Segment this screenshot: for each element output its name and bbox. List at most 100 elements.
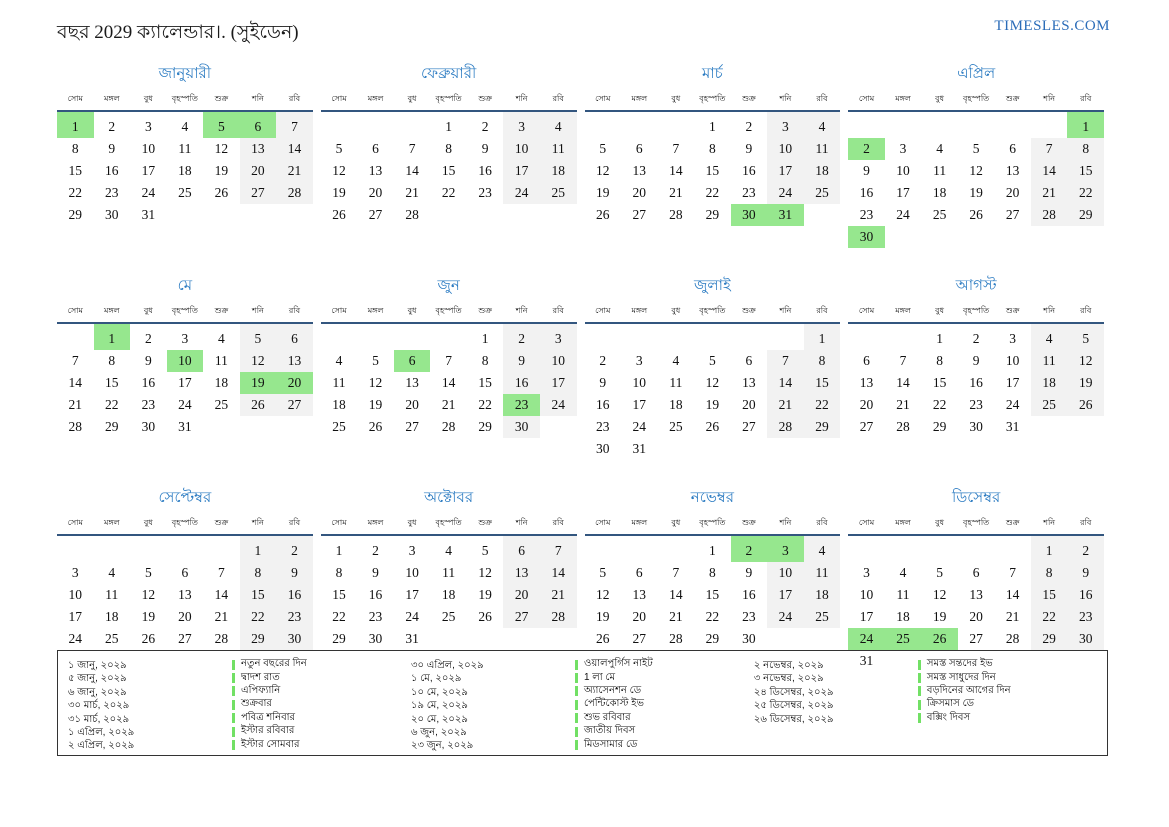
day-cell: 24	[503, 182, 540, 204]
day-cell: 13	[276, 350, 313, 372]
weekday-header: সোম	[320, 517, 358, 536]
weekday-header: মঙ্গল	[621, 517, 658, 536]
empty-cell	[921, 226, 958, 248]
site-link[interactable]: TIMESLES.COM	[994, 18, 1110, 34]
day-cell: 5	[239, 323, 277, 350]
empty-cell	[467, 204, 504, 226]
day-cell: 6	[635, 141, 643, 156]
empty-cell	[958, 111, 995, 138]
empty-cell	[621, 111, 658, 138]
empty-cell	[848, 111, 885, 138]
empty-cell	[585, 323, 622, 350]
day-cell: 29	[105, 419, 119, 434]
day-cell: 3	[635, 353, 643, 368]
weekday-header: শনি	[1030, 517, 1068, 536]
day-cell: 24	[539, 394, 577, 416]
day-cell: 22	[1067, 182, 1104, 204]
day-cell: 23	[478, 185, 492, 200]
holiday-name-row: বক্সিং দিবস	[917, 712, 1097, 725]
day-cell: 13	[368, 163, 383, 178]
day-cell: 10	[539, 350, 577, 372]
weekday-header: বুধ	[921, 305, 958, 324]
day-cell: 29	[239, 628, 277, 650]
holiday-name-row: ইস্টার সোমবার	[232, 738, 411, 751]
day-cell: 21	[1005, 609, 1020, 624]
holiday-name: অ্যাসেনশন ডে	[583, 684, 642, 696]
day-cell: 12	[141, 587, 156, 602]
day-cell: 27	[969, 631, 983, 646]
day-cell: 26	[596, 631, 610, 646]
day-cell: 24	[767, 182, 804, 204]
weekday-header: শনি	[767, 517, 804, 536]
holiday-name: ওয়ালপুর্গিস নাইট	[583, 658, 653, 670]
month-2: ফেব্রুয়ারী সোম মঙ্গল বুধ বৃহস্পতি শুক্র শনি রব…	[320, 62, 577, 248]
day-cell: 1	[936, 331, 943, 346]
month-title: জুলাই	[694, 277, 731, 294]
weekday-header: শনি	[1030, 305, 1068, 324]
holiday-date: ২ নভেম্বর, ২০২৯	[753, 660, 824, 671]
day-cell: 6	[181, 565, 189, 580]
day-cell: 15	[332, 587, 346, 602]
day-cell: 31	[767, 204, 804, 226]
weekday-header: শনি	[503, 93, 540, 112]
empty-cell	[885, 535, 922, 562]
day-cell: 13	[632, 163, 647, 178]
empty-cell	[921, 535, 958, 562]
holiday-name-row: বড়দিনের আগের দিন	[917, 685, 1097, 698]
day-cell: 28	[669, 207, 683, 222]
weekday-header: সোম	[320, 93, 358, 112]
day-cell: 15	[441, 163, 456, 178]
day-cell: 22	[932, 397, 947, 412]
day-cell: 22	[705, 185, 720, 200]
month-title: জুন	[437, 277, 460, 294]
day-cell: 5	[936, 565, 943, 580]
weekday-header: বৃহস্পতি	[694, 305, 731, 324]
day-cell: 15	[1067, 160, 1104, 182]
day-cell: 13	[632, 587, 647, 602]
weekday-header: রবি	[276, 93, 313, 112]
weekday-header: বুধ	[393, 517, 431, 536]
day-cell: 4	[539, 111, 577, 138]
months-grid: জানুয়ারী সোম মঙ্গল বুধ বৃহস্পতি শুক্র শনি রবি 1…	[57, 62, 1104, 672]
page-title: বছর 2029 ক্যালেন্ডার।. (সুইডেন)	[57, 22, 299, 43]
holiday-name: পেন্টিকোস্ট ইভ	[583, 698, 644, 710]
day-cell: 9	[108, 141, 116, 156]
day-cell: 30	[848, 226, 885, 248]
empty-cell	[994, 111, 1031, 138]
empty-cell	[804, 628, 841, 650]
weekday-header: সোম	[848, 305, 885, 324]
day-cell: 12	[596, 587, 610, 602]
holiday-marker-icon	[232, 740, 235, 751]
day-cell: 1	[1067, 111, 1104, 138]
weekday-header: সোম	[57, 93, 94, 112]
day-cell: 26	[332, 207, 346, 222]
weekday-header: বৃহস্পতি	[166, 517, 204, 536]
holiday-name: ইস্টার রবিবার	[241, 725, 295, 737]
day-cell: 9	[503, 350, 540, 372]
day-cell: 4	[108, 565, 116, 580]
day-cell: 17	[405, 587, 419, 602]
weekday-header: রবি	[539, 517, 577, 536]
legend-group-2: ৩০ এপ্রিল, ২০২৯ ওয়ালপুর্গিস নাইট ১ মে, ২০…	[411, 658, 754, 751]
day-cell: 13	[1005, 163, 1020, 178]
day-cell: 16	[478, 163, 492, 178]
month-table: সোম মঙ্গল বুধ বৃহস্পতি শুক্র শনি রবি 1 2 3 4 5 6 7 8 9 1…	[320, 305, 577, 438]
day-cell: 27	[239, 182, 277, 204]
holiday-name: মিডসামার ডে	[583, 738, 638, 750]
empty-cell	[921, 111, 958, 138]
day-cell: 1	[481, 331, 489, 346]
day-cell: 6	[372, 141, 379, 156]
day-cell: 3	[767, 111, 804, 138]
day-cell: 15	[803, 372, 841, 394]
empty-cell	[694, 438, 731, 460]
day-cell: 25	[178, 185, 192, 200]
holiday-name: সমস্ত সাধুদের দিন	[926, 671, 996, 683]
holiday-marker-icon	[574, 686, 578, 697]
weekday-header: বুধ	[393, 93, 431, 112]
day-cell: 23	[859, 207, 874, 222]
day-cell: 13	[405, 375, 419, 390]
holiday-name: শুক্রবার	[241, 698, 272, 710]
month-table: সোম মঙ্গল বুধ বৃহস্পতি শুক্র শনি রবি 1 2 3 4 5 6 7 8 9 1…	[584, 517, 841, 650]
month-9: সেপ্টেম্বর সোম মঙ্গল বুধ বৃহস্পতি শুক্র শনি রবি…	[57, 486, 313, 672]
day-cell: 18	[932, 185, 947, 200]
